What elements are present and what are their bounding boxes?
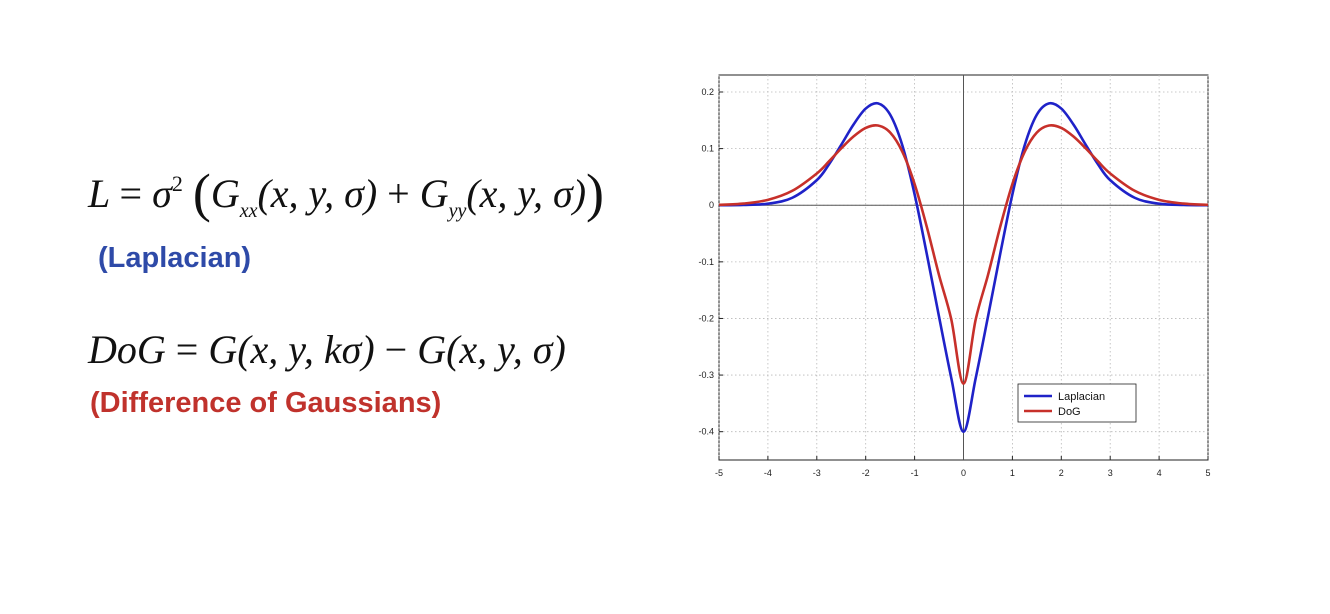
laplacian-equation: L = σ2 (Gxx(x, y, σ) + Gyy(x, y, σ)) <box>88 162 604 224</box>
axes <box>718 75 1209 460</box>
x-tick-label: 4 <box>1157 468 1162 478</box>
x-tick-label: 1 <box>1010 468 1015 478</box>
dog-lhs: DoG <box>88 327 166 372</box>
laplacian-plus: + <box>387 171 410 216</box>
laplacian-gyy-subscript: yy <box>448 200 467 222</box>
x-tick-label: -2 <box>862 468 870 478</box>
laplacian-close-paren: ) <box>586 163 605 223</box>
legend-label-dog: DoG <box>1058 406 1081 418</box>
legend-label-laplacian: Laplacian <box>1058 391 1105 403</box>
laplacian-caption: (Laplacian) <box>98 242 252 274</box>
laplacian-open-paren: ( <box>192 163 211 223</box>
x-tick-label: 3 <box>1108 468 1113 478</box>
dog-caption: (Difference of Gaussians) <box>90 387 442 419</box>
y-tick-label: -0.1 <box>698 257 714 267</box>
dog-equation: DoG = G(x, y, kσ) − G(x, y, σ) <box>88 326 566 373</box>
laplacian-gxx-args: (x, y, σ) <box>257 171 378 216</box>
legend-box <box>1017 383 1137 423</box>
dog-term2: G(x, y, σ) <box>417 327 566 372</box>
x-tick-label: -1 <box>911 468 919 478</box>
dog-term1: G(x, y, kσ) <box>208 327 375 372</box>
x-tick-label: -5 <box>715 468 723 478</box>
x-tick-label: -3 <box>813 468 821 478</box>
laplacian-equals: = <box>119 171 143 216</box>
y-tick-label: 0.2 <box>701 87 714 97</box>
legend: Laplacian DoG <box>1017 383 1137 423</box>
dog-equals: = <box>175 327 199 372</box>
laplacian-lhs: L <box>88 171 110 216</box>
laplacian-gxx-subscript: xx <box>239 200 258 222</box>
tick-labels: -5 -4 -3 -2 -1 0 1 2 3 4 5 0.2 0.1 0 -0.1 -0.2 -0.3 -0.4 <box>698 87 1210 478</box>
series-lines <box>718 101 1209 433</box>
dog-minus: − <box>384 327 408 372</box>
y-tick-label: -0.2 <box>698 313 714 323</box>
x-tick-label: 2 <box>1059 468 1064 478</box>
x-tick-label: -4 <box>764 468 772 478</box>
laplacian-sigma: σ <box>152 171 172 216</box>
y-tick-label: 0 <box>709 200 714 210</box>
laplacian-gxx: G <box>210 171 240 216</box>
laplacian-dog-chart: -5 -4 -3 -2 -1 0 1 2 3 4 50.20.10-0.1-0.2-0.3-0.4 … <box>698 74 1211 478</box>
series-line-dog <box>718 124 1209 385</box>
laplacian-gyy-args: (x, y, σ) <box>466 171 587 216</box>
y-tick-label: -0.4 <box>698 427 714 437</box>
laplacian-gyy: G <box>419 171 449 216</box>
y-tick-label: -0.3 <box>698 370 714 380</box>
y-tick-label: 0.1 <box>701 144 714 154</box>
x-tick-label: 0 <box>961 468 966 478</box>
laplacian-sigma-exponent: 2 <box>171 171 183 196</box>
x-tick-label: 5 <box>1205 468 1210 478</box>
